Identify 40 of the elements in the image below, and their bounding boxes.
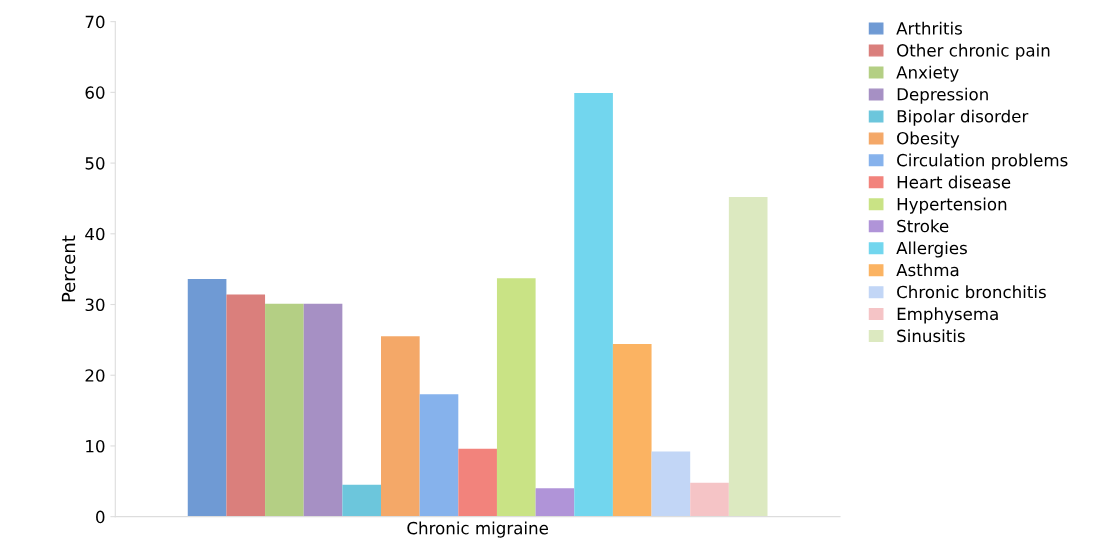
bar <box>265 303 304 517</box>
bar <box>535 488 575 517</box>
y-tick-label: 0 <box>96 510 105 524</box>
y-tick-label: 20 <box>85 369 105 382</box>
bar <box>690 482 729 517</box>
y-axis-title: Percent <box>61 235 76 302</box>
bar <box>187 279 227 517</box>
bar <box>342 484 382 517</box>
bar <box>381 336 420 517</box>
bar <box>226 294 266 517</box>
bar <box>496 278 536 517</box>
legend-label: Hypertension <box>897 197 1007 214</box>
legend-label: Circulation problems <box>897 153 1068 170</box>
bar <box>574 93 613 517</box>
bar <box>728 197 768 517</box>
legend-label: Other chronic pain <box>897 43 1050 60</box>
y-tick-label: 50 <box>85 157 105 170</box>
legend-label: Asthma <box>896 263 959 277</box>
x-tick-label: Chronic migraine <box>407 521 548 538</box>
bar <box>651 451 691 517</box>
bar <box>612 344 652 517</box>
legend-label: Chronic bronchitis <box>897 285 1046 299</box>
y-tick-label: 60 <box>85 86 105 99</box>
legend-label: Heart disease <box>897 175 1011 189</box>
legend-label: Sinusitis <box>897 329 965 343</box>
legend-label: Stroke <box>897 219 949 233</box>
legend-label: Obesity <box>897 131 960 148</box>
y-tick-label: 30 <box>85 298 105 312</box>
legend-label: Anxiety <box>896 65 959 82</box>
bar <box>303 303 343 517</box>
y-tick-label: 40 <box>85 227 105 241</box>
legend-label: Emphysema <box>897 307 998 324</box>
bar <box>458 448 497 517</box>
legend-label: Depression <box>897 87 988 104</box>
y-tick-label: 10 <box>86 439 105 453</box>
legend-label: Arthritis <box>896 21 962 35</box>
legend-label: Allergies <box>896 241 967 258</box>
legend-label: Bipolar disorder <box>897 109 1029 126</box>
bar <box>419 394 459 517</box>
y-tick-label: 70 <box>85 15 105 29</box>
